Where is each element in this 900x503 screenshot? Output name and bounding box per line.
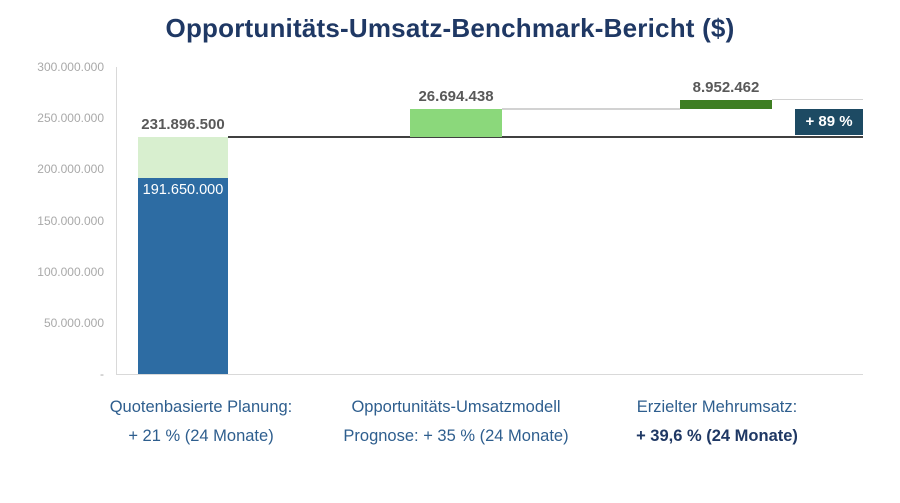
y-tick-label: 300.000.000 — [37, 60, 104, 74]
category-label-2-line1: Opportunitäts-Umsatzmodell — [351, 398, 561, 416]
bar-base-value-label: 191.650.000 — [142, 181, 224, 198]
total-value-label: 231.896.500 — [141, 115, 225, 133]
y-tick-label: 200.000.000 — [37, 162, 104, 177]
y-tick-label: 100.000.000 — [37, 264, 104, 279]
growth-badge-label: + 89 % — [805, 113, 853, 131]
bar-step-segment-1 — [138, 136, 228, 178]
y-tick-label: - — [100, 367, 104, 381]
category-label-2-line2: Prognose: + 35 % (24 Monate) — [343, 427, 569, 445]
y-tick-label: 150.000.000 — [37, 213, 104, 228]
category-label-1-line2: + 21 % (24 Monate) — [128, 427, 274, 445]
chart-title: Opportunitäts-Umsatz-Benchmark-Bericht (… — [165, 13, 735, 43]
connector-line-dark — [228, 136, 863, 138]
step-value-label: 26.694.438 — [418, 88, 494, 106]
step-value-label: 8.952.462 — [692, 79, 760, 97]
y-tick-label: 250.000.000 — [37, 111, 104, 126]
y-tick-label: 50.000.000 — [43, 315, 104, 330]
bar-step-segment-3 — [680, 100, 772, 110]
x-axis-line — [116, 374, 863, 375]
connector-line-light — [502, 108, 680, 110]
category-label-3-line2: + 39,6 % (24 Monate) — [636, 427, 798, 445]
category-label-3-line1: Erzielter Mehrumsatz: — [636, 398, 798, 416]
growth-badge: + 89 % — [795, 109, 863, 135]
category-label-1-line1: Quotenbasierte Planung: — [109, 398, 293, 416]
connector-line-light — [772, 99, 863, 101]
y-axis-line — [116, 67, 117, 374]
bar-step-segment-2 — [410, 109, 502, 137]
bar-base-revenue — [138, 177, 228, 374]
